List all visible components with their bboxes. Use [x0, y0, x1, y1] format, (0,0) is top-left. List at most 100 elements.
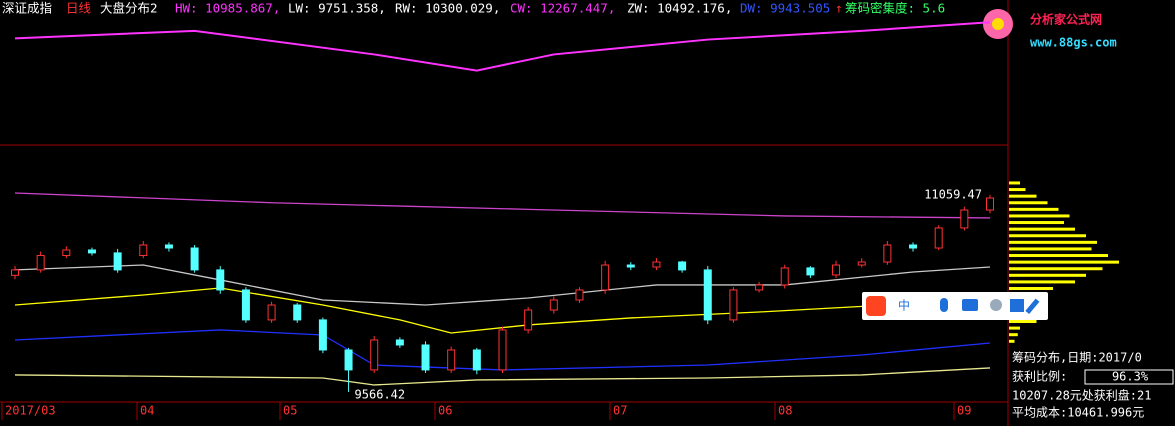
toolbar-tools[interactable]: [1025, 298, 1040, 315]
candle-body: [626, 264, 635, 268]
candle-body: [729, 289, 738, 321]
month-label: 2017/03: [5, 404, 56, 418]
candle-body: [498, 329, 507, 371]
distribution-bar: [1009, 234, 1086, 238]
top-line: [14, 21, 991, 72]
toolbar-lang[interactable]: 中: [898, 298, 910, 313]
candle-body: [780, 267, 789, 286]
arrow: ↑: [835, 1, 843, 16]
candle-body: [549, 299, 558, 311]
distribution-bar: [1009, 221, 1064, 225]
candle-body: [960, 209, 969, 229]
indicator-line: [14, 329, 991, 371]
candle-body: [87, 249, 96, 254]
candle-body: [216, 269, 225, 291]
density: 筹码密集度: 5.6: [845, 1, 945, 16]
candle-body: [139, 244, 148, 257]
period: 日线: [66, 1, 92, 16]
logo: 分析家公式网 www.88gs.com: [983, 9, 1117, 50]
dw: DW: 9943.505: [740, 1, 830, 16]
profit-value: 96.3%: [1112, 370, 1149, 384]
candle-body: [447, 349, 456, 371]
toolbar-logo[interactable]: [866, 296, 886, 316]
toolbar-box: [862, 292, 1048, 320]
logo-url: www.88gs.com: [1030, 36, 1117, 50]
distribution-bar: [1009, 227, 1075, 231]
toolbar-mic[interactable]: [940, 298, 948, 312]
month-label: 04: [140, 404, 154, 418]
month-label: 06: [438, 404, 452, 418]
candle-body: [832, 264, 841, 276]
zw: ZW: 10492.176,: [627, 1, 732, 16]
rw: RW: 10300.029,: [395, 1, 500, 16]
candle-body: [678, 261, 687, 271]
candle-body: [986, 197, 994, 211]
candle-body: [36, 255, 45, 271]
candle-body: [472, 349, 481, 371]
toolbar-skin[interactable]: [1010, 299, 1024, 312]
month-axis: 2017/03 04 05 06 07 08 09: [1, 402, 971, 420]
profit-box: [1084, 369, 1174, 385]
distribution-bar: [1009, 273, 1086, 277]
candle-body: [11, 269, 19, 276]
distribution-bar: [1009, 254, 1108, 258]
distribution-bar: [1009, 201, 1048, 205]
distribution-bar: [1009, 247, 1092, 251]
candle-body: [370, 339, 379, 371]
candle-body: [241, 289, 250, 321]
header: 深证成指 日线 大盘分布2 HW: 10985.867, LW: 9751.35…: [2, 1, 945, 16]
lw: LW: 9751.358,: [288, 1, 386, 16]
distribution-bar: [1009, 267, 1103, 271]
info-panel: 筹码分布,日期:2017/0 获利比例: 96.3% 10207.28元处获利盘…: [1012, 351, 1174, 420]
candle-body: [293, 304, 302, 321]
indicator-line: [14, 287, 991, 334]
indicator-line: [14, 192, 991, 219]
hw: HW: 10985.867,: [175, 1, 280, 16]
distribution-bar: [1009, 333, 1018, 337]
distribution-bar: [1009, 240, 1097, 244]
candle-body: [267, 304, 276, 321]
distribution-bar: [1009, 287, 1053, 291]
candle-body: [806, 267, 815, 276]
candle-body: [755, 284, 764, 291]
info-title: 筹码分布,日期:2017/0: [1012, 351, 1142, 365]
distribution-bar: [1009, 181, 1020, 185]
month-label: 09: [957, 404, 971, 418]
high-annotation: 11059.47: [924, 187, 982, 201]
avg-cost: 平均成本:10461.996元: [1012, 406, 1144, 420]
profit-label: 获利比例:: [1012, 370, 1067, 384]
distribution-bar: [1009, 326, 1020, 330]
candle-body: [113, 252, 122, 271]
logo-title: 分析家公式网: [1030, 12, 1102, 27]
candle-body: [857, 261, 866, 266]
candle-body: [883, 244, 892, 263]
distribution-bar: [1009, 207, 1059, 211]
month-label: 07: [613, 404, 627, 418]
candle-body: [344, 349, 353, 371]
candle-body: [164, 244, 173, 249]
month-label: 08: [778, 404, 792, 418]
indicator-line: [14, 264, 991, 306]
candle-body: [421, 344, 430, 371]
indicator-line: [14, 367, 991, 386]
distribution-bar: [1009, 214, 1070, 218]
distribution-bar: [1009, 280, 1075, 284]
candle-body: [190, 247, 199, 271]
candle-body: [318, 319, 327, 351]
profit-at: 10207.28元处获利盘:21: [1012, 388, 1151, 403]
toolbar-keyboard[interactable]: [962, 299, 978, 311]
candle-body: [62, 249, 71, 257]
indicator: 大盘分布2: [100, 1, 158, 16]
low-annotation: 9566.42: [355, 387, 406, 401]
distribution-bar: [1009, 188, 1026, 192]
candle-body: [703, 269, 712, 321]
candle-body: [934, 227, 943, 249]
month-label: 05: [283, 404, 297, 418]
distribution-bar: [1009, 260, 1119, 264]
candle-body: [652, 261, 661, 268]
logo-icon-center: [992, 18, 1004, 30]
toolbar-user[interactable]: [990, 299, 1002, 311]
